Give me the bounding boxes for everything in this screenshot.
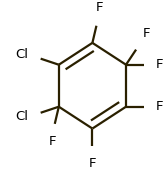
- Text: F: F: [156, 58, 164, 71]
- Text: F: F: [156, 100, 164, 113]
- Text: F: F: [95, 1, 103, 14]
- Text: Cl: Cl: [16, 110, 29, 123]
- Text: F: F: [48, 135, 56, 148]
- Text: F: F: [89, 157, 96, 170]
- Text: Cl: Cl: [16, 48, 29, 61]
- Text: F: F: [143, 27, 150, 40]
